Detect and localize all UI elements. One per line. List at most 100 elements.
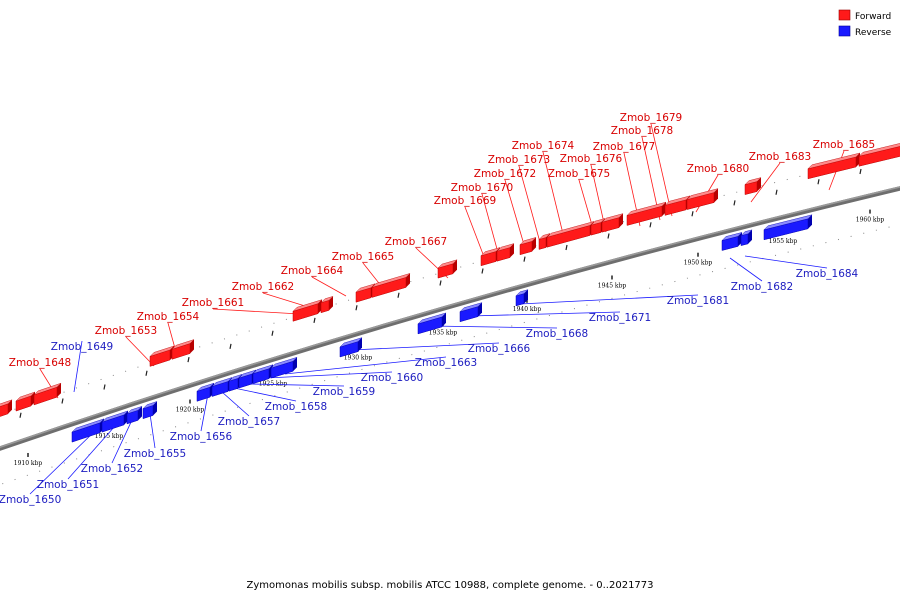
reverse-gene-label: Zmob_1682 xyxy=(731,281,793,293)
scale-label: 1945 kbp xyxy=(598,282,627,289)
forward-gene-label: Zmob_1676 xyxy=(560,153,623,165)
minor-tick xyxy=(481,268,484,274)
reverse-leader-line xyxy=(729,257,763,282)
forward-gene xyxy=(546,221,595,248)
reverse-leader-line xyxy=(431,325,558,329)
minor-tick xyxy=(19,412,22,418)
forward-gene-label: Zmob_1667 xyxy=(385,236,447,248)
forward-gene-label: Zmob_1677 xyxy=(593,141,655,153)
forward-gene xyxy=(437,259,458,279)
forward-gene xyxy=(601,213,624,233)
forward-gene xyxy=(0,399,13,417)
reverse-leader-line xyxy=(744,255,828,269)
reverse-gene xyxy=(238,369,257,389)
minor-tick xyxy=(733,200,736,206)
forward-leader-line xyxy=(650,123,673,217)
legend-forward-label: Forward xyxy=(855,12,891,22)
reverse-leader-line xyxy=(221,391,250,417)
scale-label: 1925 kbp xyxy=(259,380,288,387)
reverse-leader-line xyxy=(265,371,393,379)
reverse-gene xyxy=(763,214,813,241)
reverse-gene xyxy=(126,406,143,425)
minor-tick xyxy=(187,357,190,363)
legend-reverse-label: Reverse xyxy=(855,28,892,38)
reverse-leader-line xyxy=(73,340,83,393)
reverse-gene-label: Zmob_1666 xyxy=(468,343,531,355)
minor-tick xyxy=(355,305,358,311)
forward-gene-label: Zmob_1669 xyxy=(434,195,496,207)
label-leader-lines xyxy=(29,123,845,495)
forward-gene-label: Zmob_1664 xyxy=(281,265,344,277)
reverse-gene xyxy=(101,410,129,433)
scale-label: 1920 kbp xyxy=(176,407,205,414)
forward-leader-line xyxy=(750,162,781,203)
minor-tick xyxy=(439,280,442,286)
reverse-gene-label: Zmob_1655 xyxy=(124,448,186,460)
minor-tick xyxy=(61,398,64,404)
minor-tick xyxy=(229,343,232,349)
reverse-gene xyxy=(270,357,298,379)
genome-caption: Zymomonas mobilis subsp. mobilis ATCC 10… xyxy=(246,580,653,591)
forward-gene xyxy=(744,177,762,195)
reverse-gene-label: Zmob_1652 xyxy=(81,463,143,475)
reverse-gene-label: Zmob_1681 xyxy=(667,295,729,307)
forward-gene-label: Zmob_1670 xyxy=(451,182,513,194)
forward-gene-label: Zmob_1661 xyxy=(182,297,244,309)
forward-leader-line xyxy=(125,336,155,367)
reverse-gene xyxy=(721,232,743,251)
forward-gene-label: Zmob_1680 xyxy=(687,163,749,175)
forward-gene xyxy=(519,236,537,256)
forward-gene xyxy=(664,195,691,216)
forward-gene-label: Zmob_1648 xyxy=(9,357,71,369)
reverse-leader-line xyxy=(200,393,209,432)
minor-tick xyxy=(817,179,820,185)
forward-gene-label: Zmob_1683 xyxy=(749,151,811,163)
legend-reverse-swatch xyxy=(838,25,851,37)
forward-gene-label: Zmob_1685 xyxy=(813,139,875,151)
forward-gene-label: Zmob_1678 xyxy=(611,125,673,137)
gene-features xyxy=(0,143,900,443)
forward-gene-label: Zmob_1673 xyxy=(488,154,550,166)
reverse-leader-line xyxy=(149,413,156,449)
forward-gene xyxy=(686,188,719,210)
minor-tick xyxy=(103,384,106,390)
minor-tick xyxy=(859,168,862,175)
forward-leader-line xyxy=(212,308,301,315)
forward-gene xyxy=(496,243,515,262)
reverse-gene-label: Zmob_1668 xyxy=(526,328,588,340)
forward-gene-label: Zmob_1679 xyxy=(620,112,682,124)
forward-gene xyxy=(171,339,195,360)
forward-gene-label: Zmob_1653 xyxy=(95,325,157,337)
scale-label: 1960 kbp xyxy=(856,217,885,224)
minor-tick xyxy=(145,370,148,376)
forward-gene-label: Zmob_1674 xyxy=(512,140,575,152)
forward-gene xyxy=(15,391,36,412)
reverse-gene-label: Zmob_1650 xyxy=(0,494,61,506)
reverse-gene-label: Zmob_1658 xyxy=(265,401,327,413)
scale-label: 1910 kbp xyxy=(14,460,43,467)
forward-gene-label: Zmob_1662 xyxy=(232,281,294,293)
reverse-leader-line xyxy=(284,356,447,375)
forward-gene xyxy=(807,152,861,180)
reverse-gene-label: Zmob_1659 xyxy=(313,386,375,398)
scale-label: 1950 kbp xyxy=(684,260,713,267)
reverse-gene xyxy=(196,382,215,402)
reverse-gene-label: Zmob_1660 xyxy=(361,372,423,384)
minor-tick xyxy=(313,317,316,323)
scale-label: 1930 kbp xyxy=(344,355,373,362)
forward-gene xyxy=(371,273,411,298)
minor-tick xyxy=(565,244,568,251)
forward-leader-line xyxy=(464,206,487,263)
forward-gene-label: Zmob_1654 xyxy=(137,311,200,323)
reverse-gene xyxy=(142,401,158,420)
reverse-gene xyxy=(339,337,363,358)
forward-gene xyxy=(149,345,175,367)
forward-leader-line xyxy=(311,276,347,297)
scale-label: 1915 kbp xyxy=(95,433,124,440)
reverse-leader-line xyxy=(249,383,345,387)
genome-backbone xyxy=(0,186,900,451)
legend: Forward Reverse xyxy=(838,9,892,38)
forward-gene xyxy=(858,143,900,167)
